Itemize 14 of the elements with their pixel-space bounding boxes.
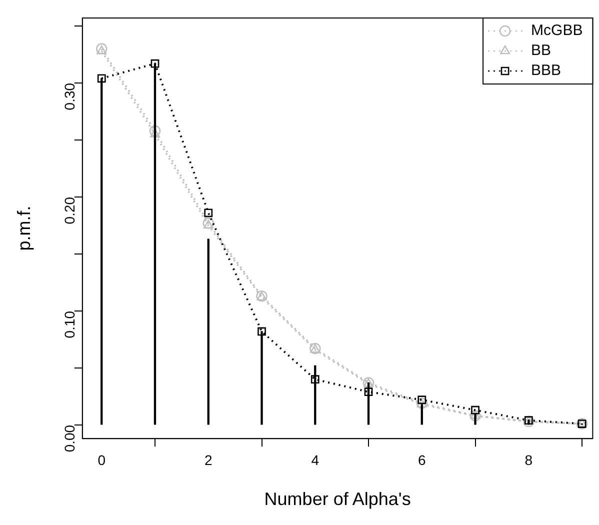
y-tick-label: 0.10: [61, 310, 78, 338]
legend-label: BBB: [531, 62, 562, 80]
y-tick-label: 0.30: [61, 82, 78, 110]
y-tick-label: 0.00: [61, 424, 78, 452]
x-tick-label: 0: [98, 452, 106, 468]
x-tick-label: 6: [418, 452, 426, 468]
x-tick-label: 8: [524, 452, 533, 468]
legend-label: McGBB: [531, 22, 583, 40]
y-tick-label: 0.20: [61, 196, 78, 224]
y-axis-title: p.m.f.: [14, 206, 34, 251]
x-tick-label: 2: [204, 452, 212, 468]
legend-label: BB: [531, 42, 552, 60]
x-tick-label: 4: [311, 452, 320, 468]
x-axis-title: Number of Alpha's: [264, 489, 411, 510]
